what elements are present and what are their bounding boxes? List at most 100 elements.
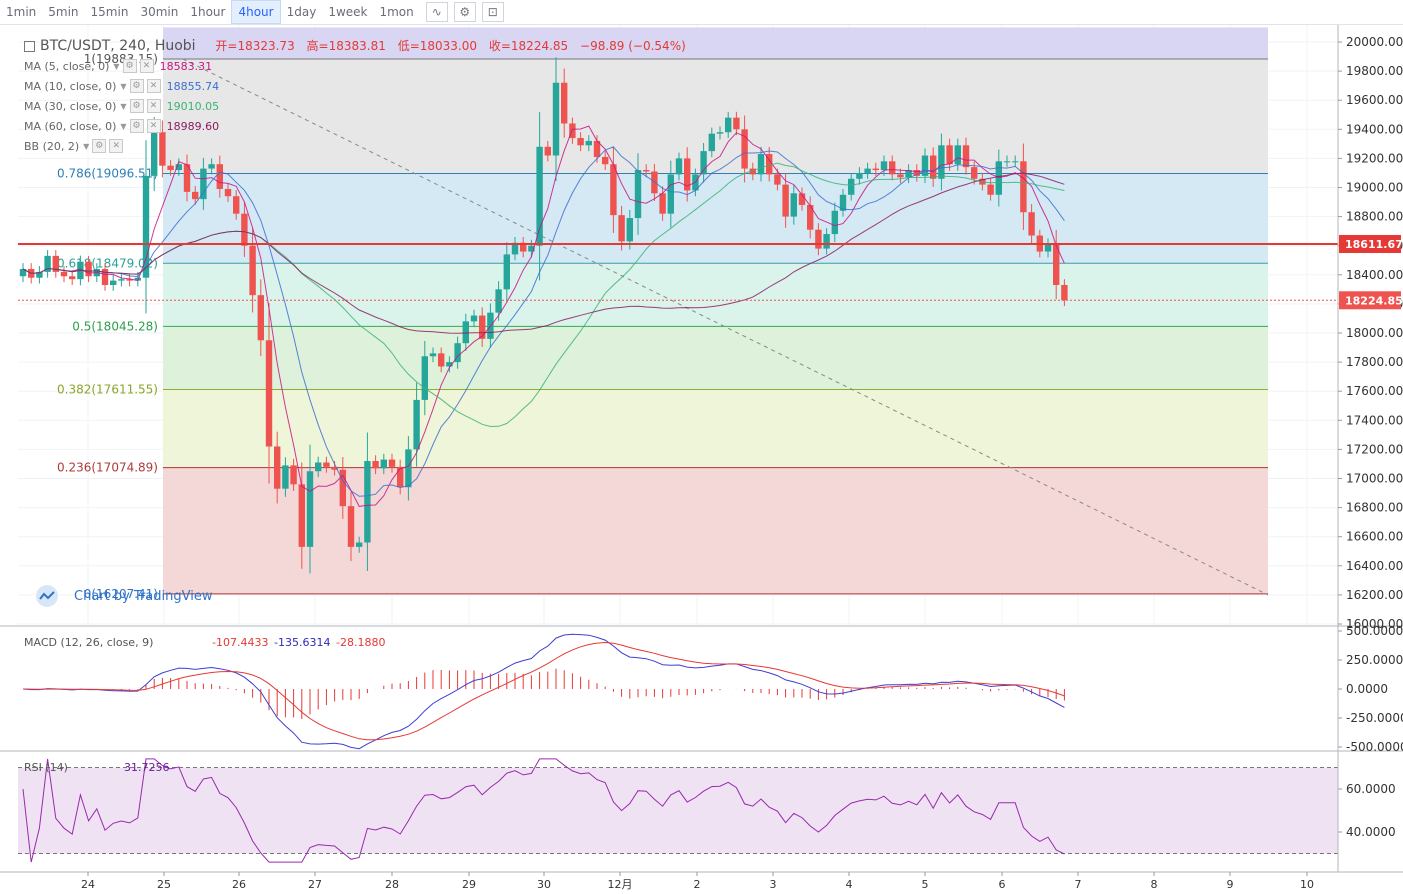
signal-line	[22, 641, 1065, 741]
candle-body	[233, 196, 240, 214]
candle-body	[356, 542, 363, 547]
indicator-row[interactable]: MA (5, close, 0) ▼ ⚙ ✕ 18583.31	[24, 59, 212, 73]
price-tick-label: 18400.00	[1346, 268, 1403, 282]
close-icon[interactable]: ✕	[146, 119, 161, 133]
candle-body	[36, 271, 43, 278]
candle-body	[889, 161, 896, 175]
timeframe-1day[interactable]: 1day	[286, 5, 317, 19]
low-value: 低=18033.00	[397, 39, 478, 53]
rsi-band	[18, 767, 1338, 854]
price-tick-label: 17400.00	[1346, 413, 1403, 427]
gear-icon[interactable]: ⚙	[92, 139, 107, 153]
candle-body	[397, 466, 404, 488]
timeframe-1min[interactable]: 1min	[6, 5, 37, 19]
candle-body	[257, 295, 264, 341]
chevron-down-icon[interactable]: ▼	[83, 141, 90, 151]
candle-body	[585, 140, 592, 146]
candle-body	[634, 170, 642, 219]
candle-body	[790, 193, 797, 217]
fib-level-label: 0.382(17611.55)	[57, 383, 158, 397]
indicator-row[interactable]: MA (10, close, 0) ▼ ⚙ ✕ 18855.74	[24, 79, 219, 93]
candle-body	[544, 146, 551, 156]
candle-body	[831, 210, 838, 235]
candle-body	[1061, 284, 1068, 301]
price-tick-label: 17200.00	[1346, 442, 1403, 456]
macd-line	[22, 633, 1065, 750]
price-tick-label: 17600.00	[1346, 384, 1403, 398]
time-tick-label: 2	[694, 878, 701, 891]
candle-body	[651, 171, 658, 194]
chevron-down-icon[interactable]: ▼	[120, 121, 127, 131]
close-icon[interactable]: ✕	[146, 79, 161, 93]
time-tick-label: 30	[537, 878, 551, 891]
gear-icon[interactable]: ⚙	[122, 59, 137, 73]
candle-body	[995, 161, 1002, 195]
price-tag-label: 18224.85	[1345, 294, 1403, 307]
rsi-line	[22, 758, 1065, 863]
timeframe-4hour[interactable]: 4hour	[231, 0, 281, 24]
indicator-row[interactable]: MA (60, close, 0) ▼ ⚙ ✕ 18989.60	[24, 119, 219, 133]
time-tick-label: 5	[922, 878, 929, 891]
indicator-row[interactable]: BB (20, 2) ▼ ⚙ ✕	[24, 139, 124, 153]
candle-body	[274, 446, 281, 489]
candle-body	[1012, 161, 1019, 163]
timeframe-1hour[interactable]: 1hour	[190, 5, 226, 19]
timeframe-1mon[interactable]: 1mon	[379, 5, 414, 19]
candle-body	[700, 151, 707, 175]
close-icon[interactable]: ✕	[146, 99, 161, 113]
candle-body	[921, 155, 929, 176]
fib-band	[163, 173, 1268, 264]
close-icon[interactable]: ✕	[139, 59, 154, 73]
candle-body	[872, 168, 879, 171]
candle-body	[446, 362, 453, 367]
legend-toggle-icon[interactable]	[24, 41, 35, 52]
chart-type-icon[interactable]: ∿	[425, 2, 448, 22]
timeframe-30min[interactable]: 30min	[140, 5, 179, 19]
indicator-label: MA (5, close, 0)	[24, 59, 110, 73]
gear-icon[interactable]: ⚙	[129, 119, 144, 133]
indicator-row[interactable]: MA (30, close, 0) ▼ ⚙ ✕ 19010.05	[24, 99, 219, 113]
chart-canvas[interactable]: 1(19883.15)0.786(19096.51)0.618(18479.02…	[0, 25, 1403, 894]
candle-body	[782, 184, 789, 217]
screenshot-icon[interactable]: ⊡	[481, 2, 504, 22]
candle-body	[126, 279, 133, 281]
timeframe-1week[interactable]: 1week	[328, 5, 368, 19]
candle-body	[192, 191, 199, 200]
symbol-header: BTC/USDT, 240, Huobi 开=18323.73 高=18383.…	[24, 37, 686, 54]
close-value: 收=18224.85	[488, 39, 569, 53]
candle-body	[905, 170, 912, 178]
fib-band	[163, 263, 1268, 327]
ma5-line	[22, 125, 1065, 507]
candle-body	[684, 158, 691, 191]
indicators-icon[interactable]: ⚙	[453, 2, 476, 22]
close-icon[interactable]: ✕	[109, 139, 124, 153]
price-tick-label: 20000.00	[1346, 35, 1403, 49]
chevron-down-icon[interactable]: ▼	[120, 81, 127, 91]
tradingview-watermark[interactable]: Chart by TradingView	[32, 585, 212, 607]
watermark-text: Chart by TradingView	[74, 588, 213, 604]
fib-band	[163, 27, 1268, 60]
candle-body	[216, 164, 223, 189]
fib-band	[163, 389, 1268, 468]
candle-body	[364, 461, 371, 543]
chevron-down-icon[interactable]: ▼	[120, 101, 127, 111]
price-tag-label: 18611.67	[1345, 238, 1403, 251]
indicator-value: 18583.31	[159, 59, 213, 73]
candle-body	[306, 471, 314, 547]
candle-body	[618, 215, 625, 242]
chevron-down-icon[interactable]: ▼	[113, 61, 120, 71]
macd-pane: MACD (12, 26, close, 9) -107.4433 -135.631…	[22, 633, 1065, 750]
macd-tick-label: 0.0000	[1346, 682, 1388, 696]
price-tick-label: 16200.00	[1346, 588, 1403, 602]
timeframe-5min[interactable]: 5min	[48, 5, 79, 19]
candle-body	[741, 129, 748, 169]
fib-band	[163, 467, 1268, 594]
candle-body	[839, 194, 847, 211]
candle-body	[331, 466, 338, 470]
candle-body	[938, 145, 945, 179]
gear-icon[interactable]: ⚙	[129, 79, 144, 93]
gear-icon[interactable]: ⚙	[129, 99, 144, 113]
candle-body	[1053, 244, 1060, 285]
candle-body	[200, 168, 207, 200]
timeframe-15min[interactable]: 15min	[90, 5, 129, 19]
